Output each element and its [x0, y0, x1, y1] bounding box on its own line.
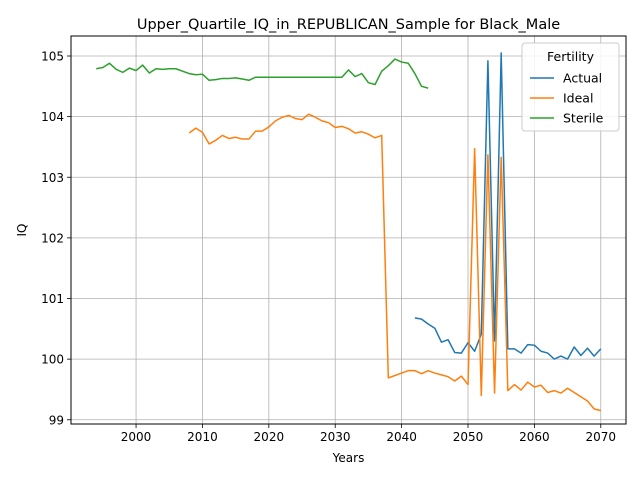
y-tick-label: 99: [49, 413, 64, 427]
legend-title: Fertility: [547, 49, 595, 64]
y-tick-label: 100: [41, 353, 64, 367]
series-line-sterile: [96, 58, 429, 89]
x-tick-label: 2040: [386, 430, 417, 444]
x-tick-label: 2030: [320, 430, 351, 444]
legend-box: [521, 42, 620, 132]
series-line-ideal: [188, 113, 601, 412]
y-tick-label: 104: [41, 110, 64, 124]
x-axis-label: Years: [332, 451, 365, 465]
legend-label-sterile: Sterile: [563, 111, 604, 126]
y-axis-ticks: 99 100 101 102 103 104 105: [41, 50, 71, 427]
series-line-actual: [414, 52, 602, 360]
x-axis-ticks: 2000 2010 2020 2030 2040 2050 2060 2070: [121, 424, 616, 444]
plot-frame: [70, 35, 627, 425]
x-tick-label: 2060: [519, 430, 550, 444]
chart-title: Upper_Quartile_IQ_in_REPUBLICAN_Sample f…: [137, 17, 560, 33]
y-tick-label: 101: [41, 292, 64, 306]
legend-label-actual: Actual: [563, 71, 602, 86]
y-tick-label: 103: [41, 171, 64, 185]
series-lines: [96, 52, 602, 412]
x-tick-label: 2000: [121, 430, 152, 444]
y-axis-label: IQ: [15, 224, 29, 237]
legend-label-ideal: Ideal: [563, 91, 593, 106]
x-tick-label: 2050: [453, 430, 484, 444]
legend-items: Actual Ideal Sterile: [530, 71, 604, 126]
x-tick-label: 2070: [585, 430, 616, 444]
x-tick-label: 2020: [254, 430, 285, 444]
y-tick-label: 102: [41, 231, 64, 245]
x-tick-label: 2010: [187, 430, 218, 444]
y-tick-label: 105: [41, 50, 64, 64]
legend: Fertility Actual Ideal Sterile: [521, 42, 620, 132]
